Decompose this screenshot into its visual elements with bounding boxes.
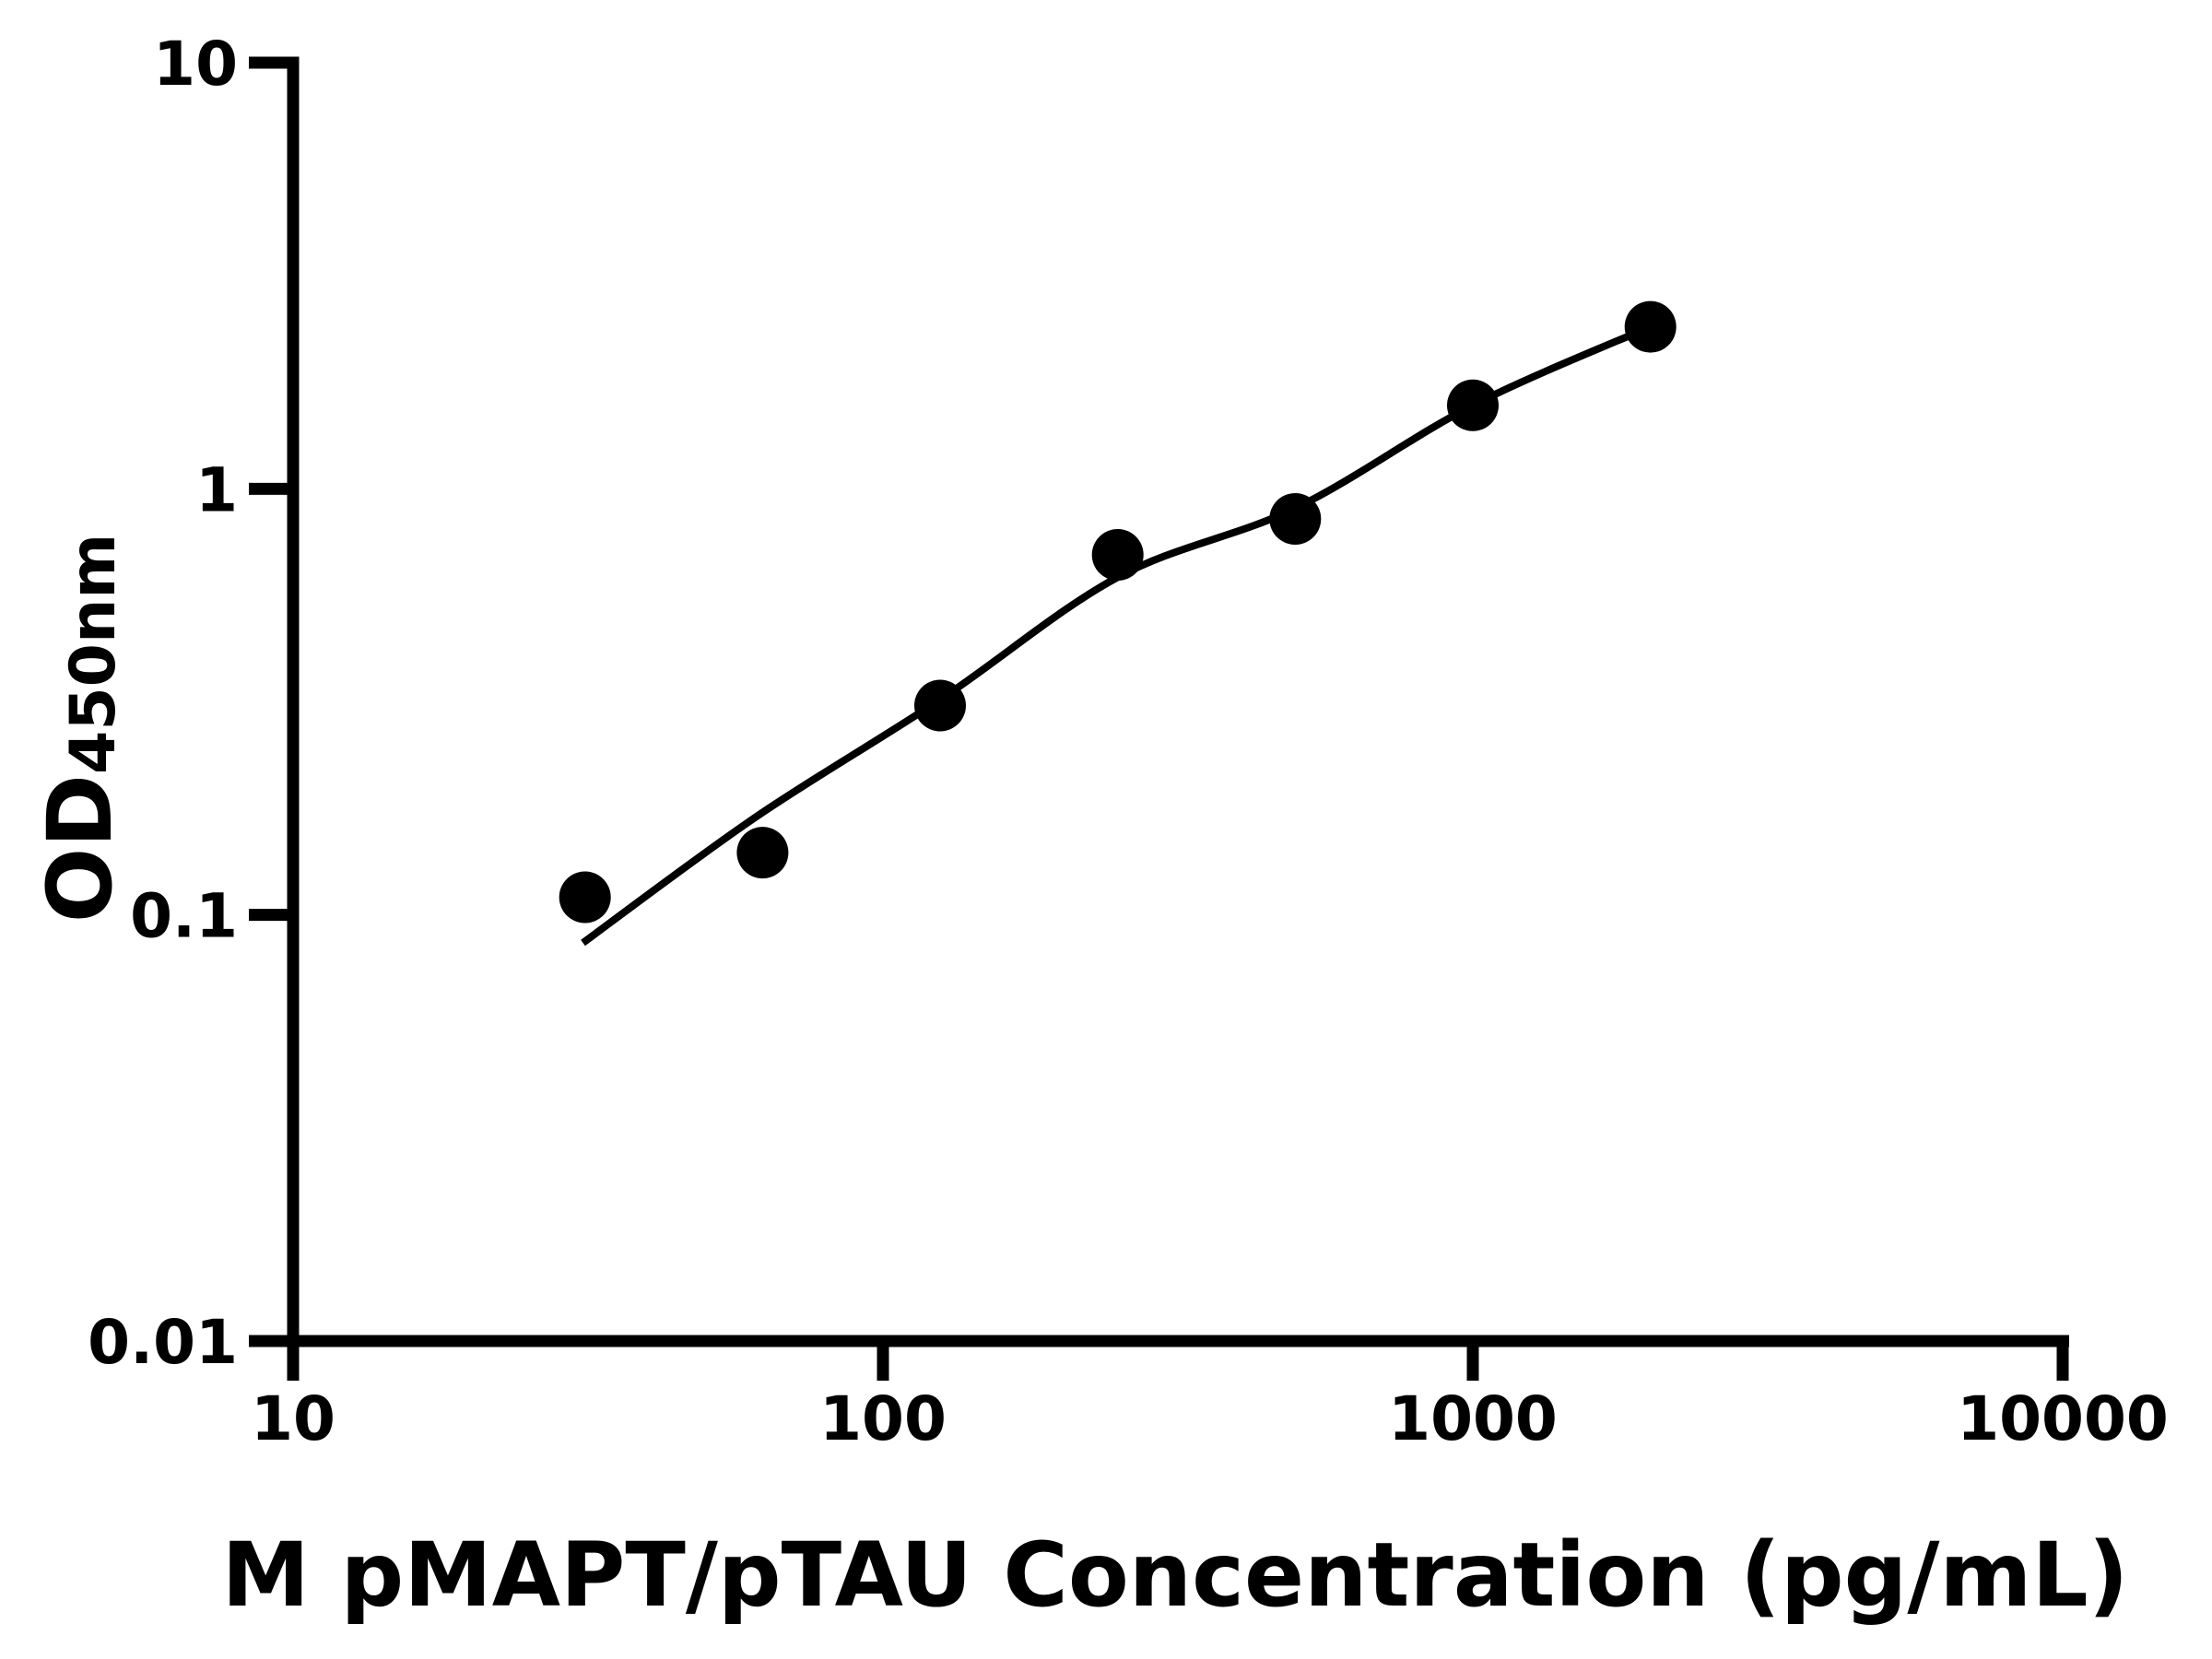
data-point (914, 679, 966, 732)
y-axis-title-sub: 450nm (57, 534, 130, 774)
y-tick-label: 0.01 (88, 1307, 238, 1378)
y-tick-label: 10 (153, 29, 238, 100)
y-axis-title-main: OD (29, 774, 132, 923)
data-point (1624, 300, 1677, 353)
x-tick-label: 10 (251, 1383, 335, 1454)
y-axis-title: OD450nm (29, 534, 132, 924)
x-tick-label: 100 (819, 1383, 947, 1454)
data-point (736, 827, 789, 879)
x-axis-title: M pMAPT/pTAU Concentration (pg/mL) (222, 1524, 2129, 1627)
data-point (1269, 493, 1322, 545)
data-point (1447, 379, 1499, 431)
y-tick-label: 1 (195, 454, 238, 525)
x-tick-label: 10000 (1957, 1383, 2169, 1454)
y-tick-label: 0.1 (130, 881, 238, 952)
data-point (1091, 529, 1144, 581)
data-point (559, 871, 611, 924)
x-tick-label: 1000 (1388, 1383, 1558, 1454)
